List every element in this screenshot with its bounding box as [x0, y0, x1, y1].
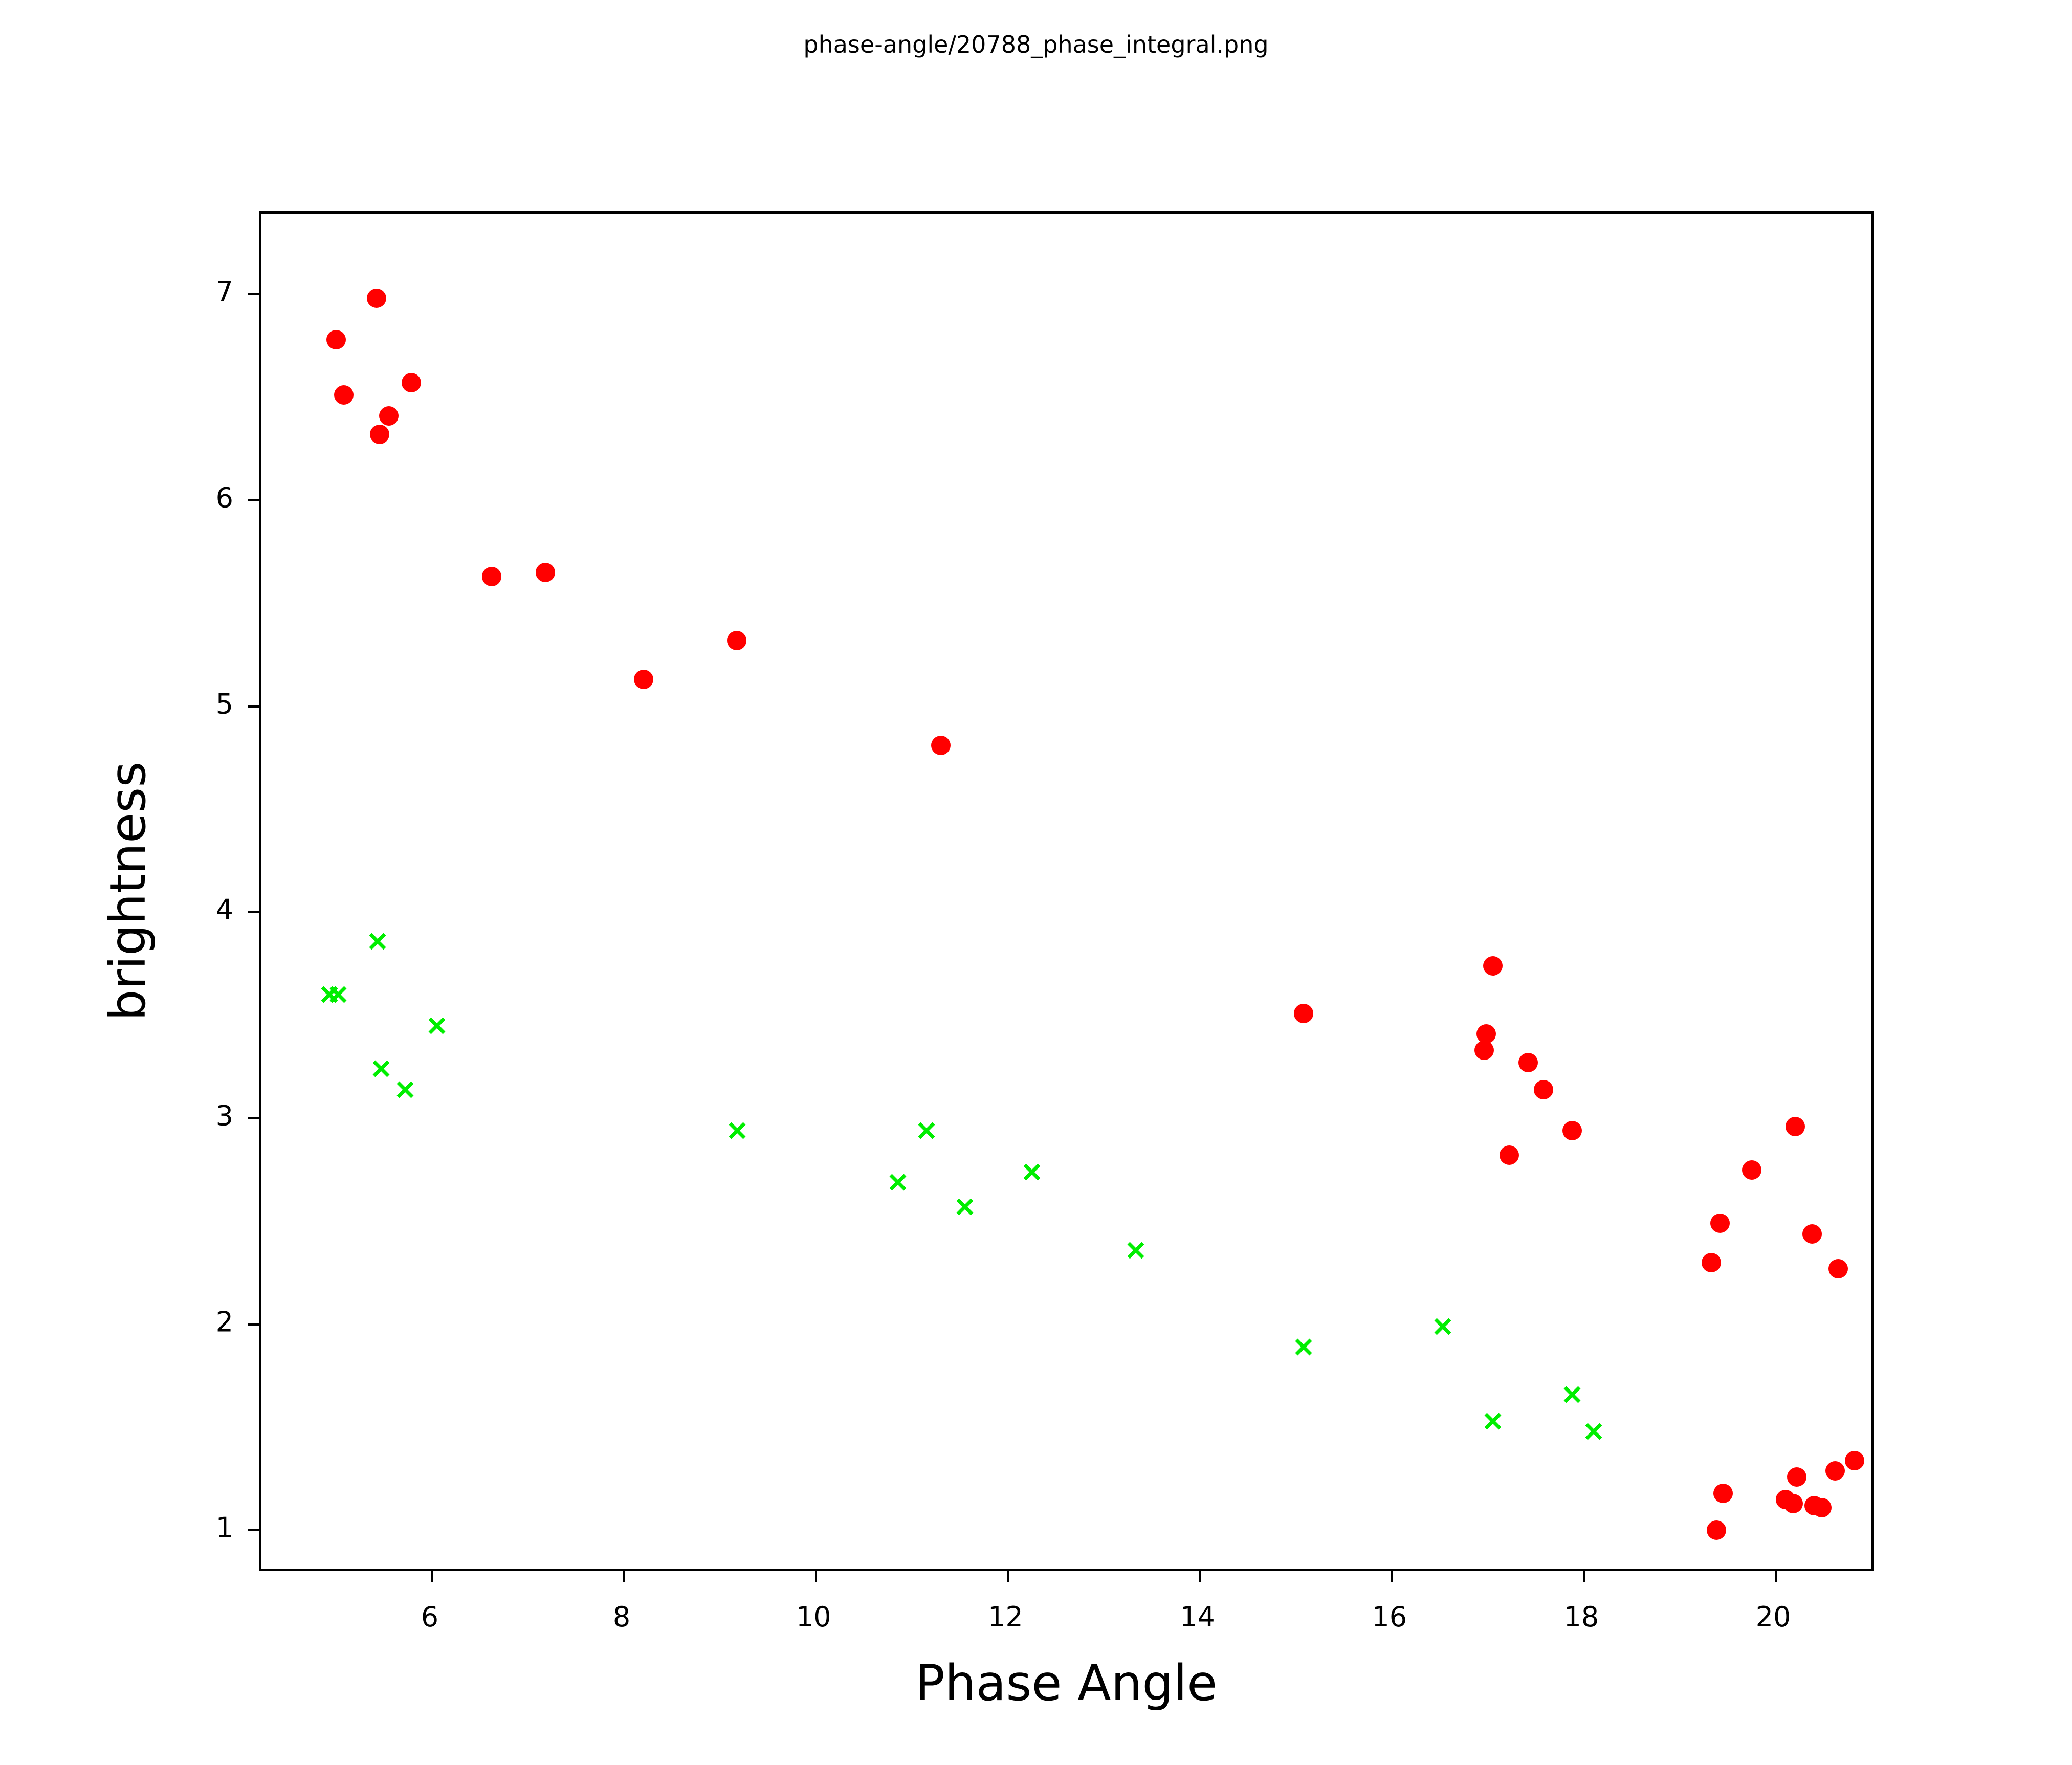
data-point-red-circles	[726, 630, 746, 650]
data-point-green-crosses	[369, 933, 386, 950]
data-point-green-crosses	[889, 1174, 907, 1191]
x-tick-18	[1582, 1569, 1585, 1582]
data-point-red-circles	[1702, 1252, 1722, 1272]
data-point-red-circles	[1534, 1079, 1554, 1099]
data-point-green-crosses	[1023, 1163, 1041, 1181]
data-point-red-circles	[379, 406, 399, 426]
x-tick-14	[1199, 1569, 1201, 1582]
y-tick-label-7: 7	[215, 275, 233, 308]
x-tick-10	[815, 1569, 818, 1582]
data-point-red-circles	[1783, 1494, 1803, 1514]
data-point-green-crosses	[1585, 1423, 1602, 1440]
x-tick-label-18: 18	[1563, 1601, 1599, 1633]
data-point-green-crosses	[956, 1198, 974, 1216]
data-point-red-circles	[1742, 1160, 1762, 1180]
x-tick-label-12: 12	[988, 1601, 1023, 1633]
data-point-red-circles	[482, 566, 502, 586]
data-point-red-circles	[1812, 1498, 1832, 1518]
x-tick-label-20: 20	[1755, 1601, 1791, 1633]
data-point-red-circles	[1825, 1461, 1845, 1481]
data-point-red-circles	[326, 329, 346, 349]
x-tick-label-16: 16	[1372, 1601, 1407, 1633]
y-tick-1	[248, 1529, 261, 1532]
data-point-red-circles	[1785, 1117, 1805, 1137]
x-tick-label-6: 6	[421, 1601, 439, 1633]
x-axis-label: Phase Angle	[915, 1654, 1218, 1712]
y-tick-label-4: 4	[215, 893, 233, 926]
data-point-green-crosses	[329, 986, 347, 1003]
data-point-red-circles	[536, 562, 556, 582]
data-point-green-crosses	[1295, 1338, 1312, 1356]
data-point-red-circles	[633, 670, 653, 690]
plot-area	[248, 211, 1874, 1582]
data-point-red-circles	[367, 289, 387, 308]
x-tick-20	[1775, 1569, 1777, 1582]
data-point-green-crosses	[1484, 1413, 1502, 1430]
data-point-red-circles	[1474, 1041, 1494, 1061]
data-point-green-crosses	[428, 1017, 446, 1034]
data-point-red-circles	[369, 424, 389, 444]
x-tick-16	[1391, 1569, 1393, 1582]
data-point-red-circles	[1787, 1467, 1807, 1487]
data-point-red-circles	[1562, 1121, 1582, 1141]
data-point-red-circles	[1802, 1224, 1822, 1244]
data-point-red-circles	[401, 373, 421, 393]
data-point-red-circles	[1294, 1003, 1314, 1023]
data-point-green-crosses	[1563, 1386, 1581, 1403]
y-tick-6	[248, 499, 261, 501]
x-tick-6	[431, 1569, 433, 1582]
data-point-green-crosses	[918, 1122, 935, 1139]
x-tick-8	[623, 1569, 626, 1582]
y-tick-5	[248, 705, 261, 708]
data-point-red-circles	[1518, 1053, 1538, 1073]
data-point-red-circles	[1483, 956, 1503, 976]
y-axis-label: brightness	[99, 761, 157, 1021]
y-tick-label-3: 3	[215, 1099, 233, 1132]
data-point-red-circles	[931, 736, 951, 756]
y-tick-7	[248, 293, 261, 296]
x-tick-12	[1007, 1569, 1009, 1582]
data-point-green-crosses	[396, 1081, 414, 1098]
data-point-green-crosses	[372, 1060, 390, 1077]
y-tick-label-6: 6	[215, 481, 233, 514]
data-point-red-circles	[1710, 1214, 1730, 1233]
y-tick-label-1: 1	[215, 1511, 233, 1544]
figure-title: phase-angle/20788_phase_integral.png	[803, 31, 1269, 58]
data-point-red-circles	[1476, 1024, 1496, 1044]
data-point-red-circles	[1499, 1145, 1519, 1165]
data-point-red-circles	[1828, 1259, 1848, 1278]
x-tick-label-10: 10	[796, 1601, 831, 1633]
data-point-green-crosses	[729, 1122, 746, 1139]
data-points-layer	[261, 214, 1871, 1569]
x-tick-label-14: 14	[1180, 1601, 1215, 1633]
data-point-red-circles	[334, 385, 354, 405]
y-tick-label-5: 5	[215, 688, 233, 720]
data-point-red-circles	[1713, 1483, 1733, 1503]
data-point-red-circles	[1706, 1520, 1726, 1540]
y-tick-4	[248, 911, 261, 914]
y-tick-3	[248, 1117, 261, 1119]
data-point-green-crosses	[1434, 1318, 1451, 1335]
data-point-green-crosses	[1127, 1242, 1144, 1259]
x-tick-label-8: 8	[612, 1601, 631, 1633]
data-point-red-circles	[1844, 1450, 1864, 1470]
y-tick-label-2: 2	[215, 1306, 233, 1338]
y-tick-2	[248, 1323, 261, 1326]
